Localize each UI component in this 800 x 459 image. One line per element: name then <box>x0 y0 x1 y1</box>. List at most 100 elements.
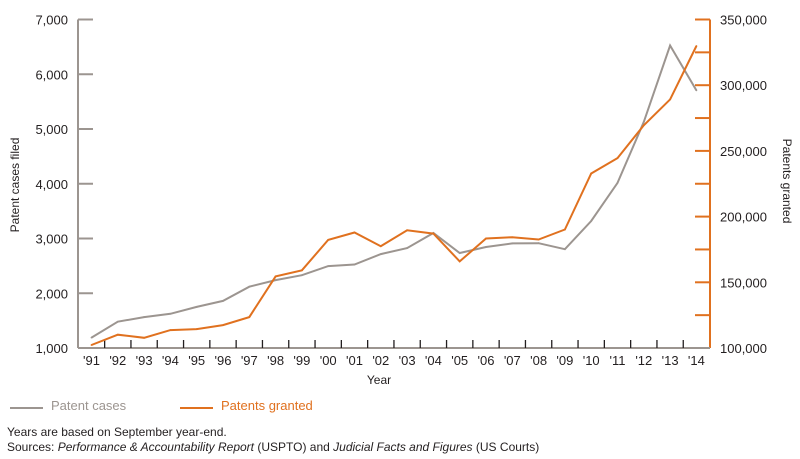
left-axis-title: Patent cases filed <box>8 138 22 233</box>
source-uspto-org: (USPTO) and <box>254 440 334 454</box>
data-point-patent-cases <box>511 242 514 245</box>
x-axis-tick-label: '13 <box>662 353 679 368</box>
x-axis-tick-label: '08 <box>530 353 547 368</box>
data-point-patent-cases <box>327 265 330 268</box>
data-point-patent-cases <box>669 44 671 47</box>
x-axis-title: Year <box>367 373 391 387</box>
x-axis-tick-label: '04 <box>425 353 442 368</box>
data-point-patent-cases <box>616 182 619 184</box>
data-point-patent-cases <box>537 242 540 245</box>
data-point-patents-granted <box>327 238 330 241</box>
data-point-patent-cases <box>116 320 119 323</box>
data-point-patent-cases <box>353 263 356 266</box>
source-courts-org: (US Courts) <box>472 440 540 454</box>
data-point-patent-cases <box>274 279 277 282</box>
right-axis-tick-label: 350,000 <box>720 13 767 28</box>
x-axis-tick-label: '07 <box>504 353 521 368</box>
data-point-patent-cases <box>301 274 303 277</box>
x-axis-tick-label: '01 <box>346 353 363 368</box>
x-axis-tick-label: '05 <box>451 353 468 368</box>
x-axis-tick-label: '00 <box>320 353 337 368</box>
data-point-patents-granted <box>116 333 119 336</box>
series-line-patents-granted <box>91 45 698 346</box>
right-axis-title: Patents granted <box>780 139 794 224</box>
x-axis-tick-label: '93 <box>136 353 153 368</box>
data-point-patent-cases <box>248 285 251 288</box>
right-axis-tick-label: 300,000 <box>720 78 767 93</box>
data-point-patent-cases <box>379 253 382 256</box>
data-point-patents-granted <box>301 269 303 272</box>
data-point-patents-granted <box>90 344 93 346</box>
right-y-axis: 100,000 150,000 200,000 250,000 300,000 350,0… <box>695 13 767 356</box>
right-axis-tick-label: 200,000 <box>720 210 767 225</box>
x-axis-tick-label: '12 <box>635 353 652 368</box>
data-point-patent-cases <box>90 336 93 339</box>
data-point-patents-granted <box>616 157 619 160</box>
data-point-patents-granted <box>458 260 461 263</box>
x-axis: '91 '92 '93 '94 '95 '96 '97 '98 '99 '00 '01 '02 '03 '… <box>78 340 710 368</box>
data-point-patent-cases <box>485 246 487 248</box>
data-point-patents-granted <box>511 236 514 239</box>
data-point-patents-granted <box>537 238 540 241</box>
data-point-patent-cases <box>143 316 146 318</box>
x-axis-tick-label: '03 <box>399 353 416 368</box>
data-point-patent-cases <box>458 252 461 254</box>
footnote-year-end: Years are based on September year-end. <box>7 425 227 439</box>
data-point-patents-granted <box>590 172 593 175</box>
x-axis-tick-label: '09 <box>556 353 573 368</box>
data-point-patents-granted <box>274 275 277 278</box>
data-point-patents-granted <box>169 329 172 332</box>
x-axis-tick-label: '06 <box>478 353 495 368</box>
series-line-patent-cases <box>90 43 698 339</box>
left-axis-tick-label: 7,000 <box>35 13 68 28</box>
data-point-patent-cases <box>222 300 224 302</box>
data-point-patents-granted <box>353 231 356 234</box>
legend-label-patents-granted: Patents granted <box>221 398 313 413</box>
data-point-patents-granted <box>248 316 251 319</box>
legend-swatch-patents-granted <box>180 407 213 409</box>
x-axis-tick-label: '14 <box>688 353 705 368</box>
legend-label-patent-cases: Patent cases <box>51 398 127 413</box>
data-point-patents-granted <box>695 45 698 47</box>
data-point-patent-cases <box>169 312 172 315</box>
x-axis-tick-label: '91 <box>83 353 100 368</box>
data-point-patent-cases <box>406 247 408 249</box>
x-axis-tick-label: '97 <box>241 353 258 368</box>
legend-swatch-patent-cases <box>10 407 43 409</box>
data-point-patents-granted <box>642 124 645 127</box>
data-point-patents-granted <box>406 229 408 232</box>
x-axis-tick-label: '92 <box>109 353 126 368</box>
sources-prefix: Sources: <box>7 440 58 454</box>
data-point-patents-granted <box>564 228 566 231</box>
source-courts-report: Judicial Facts and Figures <box>333 440 473 454</box>
x-axis-tick-label: '10 <box>583 353 600 368</box>
data-point-patent-cases <box>564 248 566 251</box>
x-axis-tick-label: '95 <box>188 353 205 368</box>
data-point-patents-granted <box>485 237 487 240</box>
left-axis-tick-label: 1,000 <box>35 341 68 356</box>
x-axis-tick-label: '02 <box>372 353 389 368</box>
x-axis-tick-label: '99 <box>293 353 310 368</box>
footnote-sources: Sources: Performance & Accountability Re… <box>7 440 539 454</box>
x-axis-tick-label: '98 <box>267 353 284 368</box>
left-axis-tick-label: 2,000 <box>35 286 68 301</box>
data-point-patents-granted <box>432 232 435 235</box>
source-uspto-report: Performance & Accountability Report <box>57 440 255 454</box>
data-point-patent-cases <box>642 120 645 123</box>
left-axis-tick-label: 3,000 <box>35 232 68 247</box>
data-point-patents-granted <box>222 324 224 327</box>
series-layer <box>90 43 698 346</box>
data-point-patent-cases <box>695 89 698 92</box>
data-point-patents-granted <box>379 245 382 248</box>
right-axis-tick-label: 100,000 <box>720 341 767 356</box>
data-point-patents-granted <box>195 328 198 330</box>
left-axis-tick-label: 6,000 <box>35 67 68 82</box>
data-point-patents-granted <box>669 98 671 101</box>
left-axis-tick-label: 5,000 <box>35 122 68 137</box>
x-axis-tick-label: '11 <box>610 353 626 368</box>
right-axis-tick-label: 250,000 <box>720 144 767 159</box>
data-point-patent-cases <box>195 306 198 308</box>
left-axis-tick-label: 4,000 <box>35 177 68 192</box>
data-point-patent-cases <box>590 220 593 222</box>
